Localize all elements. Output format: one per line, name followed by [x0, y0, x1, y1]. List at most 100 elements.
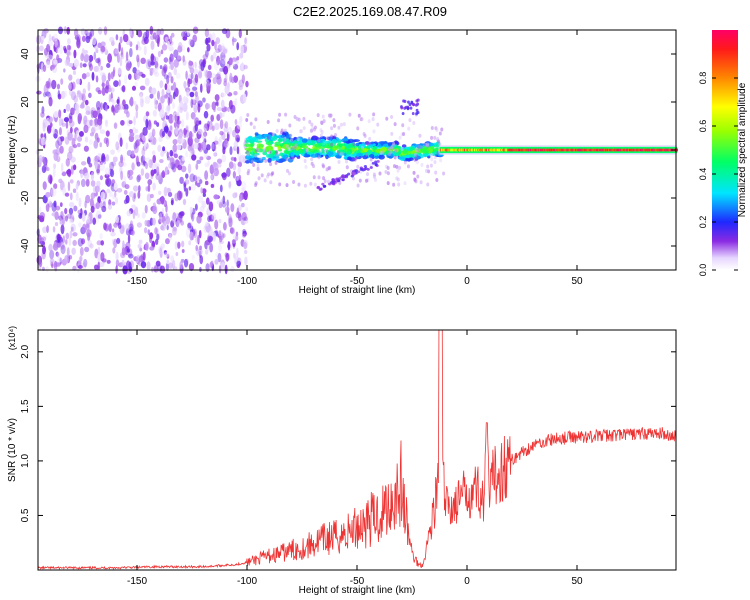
spectrogram-cell: [135, 69, 141, 80]
spectrogram-cell: [81, 212, 86, 222]
spectrogram-cell: [328, 114, 332, 119]
spectrogram-cell: [152, 68, 158, 75]
snr-y-tick-label: 1.0: [20, 454, 31, 468]
spectrogram-cell: [183, 258, 189, 268]
spectrogram-cell: [117, 67, 122, 75]
spectrogram-cell: [119, 137, 123, 147]
spectrogram-cell: [274, 160, 278, 165]
spectrogram-cell: [170, 61, 174, 71]
spectrogram-cell: [87, 81, 91, 92]
spectrogram-cell: [205, 197, 210, 205]
spectrogram-cell: [124, 223, 130, 231]
spectrogram-cell: [140, 57, 146, 65]
spectrogram-cell: [79, 255, 83, 262]
spectrogram-cell: [176, 190, 182, 201]
spectrogram-cell: [244, 249, 248, 254]
spectrogram-cell: [83, 124, 89, 134]
spectrogram-cell: [345, 151, 352, 155]
spectrogram-cell: [163, 250, 167, 255]
spectrogram-cell: [304, 164, 308, 169]
spectrogram-cell: [191, 254, 196, 260]
spectrogram-cell: [137, 174, 142, 181]
spectrogram-cell: [144, 219, 148, 227]
spectrogram-cell: [71, 81, 76, 90]
spectrogram-y-tick-label: 0: [20, 147, 31, 153]
spectrogram-cell: [283, 128, 287, 133]
spectrogram-cell: [119, 103, 124, 111]
spectrogram-cell: [210, 54, 214, 62]
spectrogram-cell: [219, 119, 224, 130]
spectrogram-cell: [156, 90, 160, 100]
spectrogram-cell: [184, 179, 190, 185]
spectrogram-cell: [113, 80, 119, 88]
spectrogram-cell: [206, 81, 211, 91]
spectrogram-cell: [152, 109, 157, 117]
spectrogram-cell: [84, 99, 89, 106]
spectrogram-cell: [77, 222, 82, 228]
spectrogram-cell: [135, 110, 139, 119]
spectrogram-cell: [79, 103, 85, 109]
spectrogram-cell: [97, 253, 101, 263]
spectrogram-cell: [209, 242, 214, 253]
spectrogram-cell: [140, 155, 144, 166]
spectrogram-cell: [127, 234, 131, 244]
spectrogram-cell: [243, 241, 248, 250]
spectrogram-cell: [219, 184, 223, 193]
spectrogram-cell: [169, 157, 175, 167]
spectrogram-cell: [201, 141, 207, 151]
spectrogram-cell: [73, 205, 78, 212]
spectrogram-cell: [124, 184, 130, 190]
spectrogram-cell: [303, 158, 307, 163]
spectrogram-cell: [194, 203, 198, 211]
spectrogram-cell: [386, 181, 390, 186]
spectrogram-cell: [141, 212, 146, 219]
spectrogram-cell: [46, 60, 51, 66]
spectrogram-cell: [187, 222, 192, 229]
spectrogram-cell: [126, 210, 132, 217]
spectrogram-cell: [197, 71, 203, 79]
spectrogram-cell: [79, 246, 84, 256]
spectrogram-cell: [188, 60, 192, 70]
spectrogram-cell: [51, 79, 57, 90]
spectrogram-cell: [97, 260, 101, 271]
spectrogram-cell: [83, 54, 90, 63]
spectrogram-cell: [96, 168, 100, 174]
spectrogram-cell: [221, 172, 227, 178]
spectrogram-cell: [286, 139, 291, 144]
spectrogram-cell: [241, 202, 245, 208]
snr-x-ticks: -150 -100 -50 0 50: [127, 330, 583, 587]
spectrogram-cell: [330, 142, 334, 147]
spectrogram-cell: [176, 220, 181, 228]
spectrogram-cell: [205, 69, 209, 79]
spectrogram-cell: [280, 134, 286, 138]
spectrogram-cell: [157, 35, 160, 45]
spectrogram-cell: [56, 137, 61, 145]
spectrogram-cell: [68, 236, 72, 246]
spectrogram-cell: [395, 164, 399, 169]
spectrogram-cell: [177, 241, 181, 249]
spectrogram-cell: [190, 73, 194, 80]
spectrogram-cell: [150, 40, 155, 51]
spectrogram-cell: [82, 49, 89, 55]
spectrogram-cell: [181, 155, 185, 162]
spectrogram-cell: [79, 62, 83, 69]
spectrogram-cell: [65, 232, 70, 240]
spectrogram-cell: [99, 142, 102, 148]
spectrogram-cell: [140, 155, 146, 163]
spectrogram-cell: [163, 186, 168, 197]
spectrogram-cell: [160, 49, 164, 55]
spectrogram-cell: [147, 60, 152, 68]
spectrogram-cell: [236, 121, 242, 130]
spectrogram-cell: [220, 45, 226, 56]
spectrogram-cell: [52, 226, 56, 233]
spectrogram-cell: [66, 26, 70, 35]
spectrogram-cell: [341, 145, 346, 150]
spectrogram-cell: [133, 144, 139, 154]
spectrogram-cell: [179, 260, 183, 270]
spectrogram-cell: [77, 209, 82, 215]
spectrogram-cell: [135, 139, 141, 147]
spectrogram-cell: [105, 137, 110, 148]
spectrogram-cell: [218, 136, 222, 143]
spectrogram-cell: [224, 106, 228, 112]
spectrogram-cell: [152, 205, 158, 215]
